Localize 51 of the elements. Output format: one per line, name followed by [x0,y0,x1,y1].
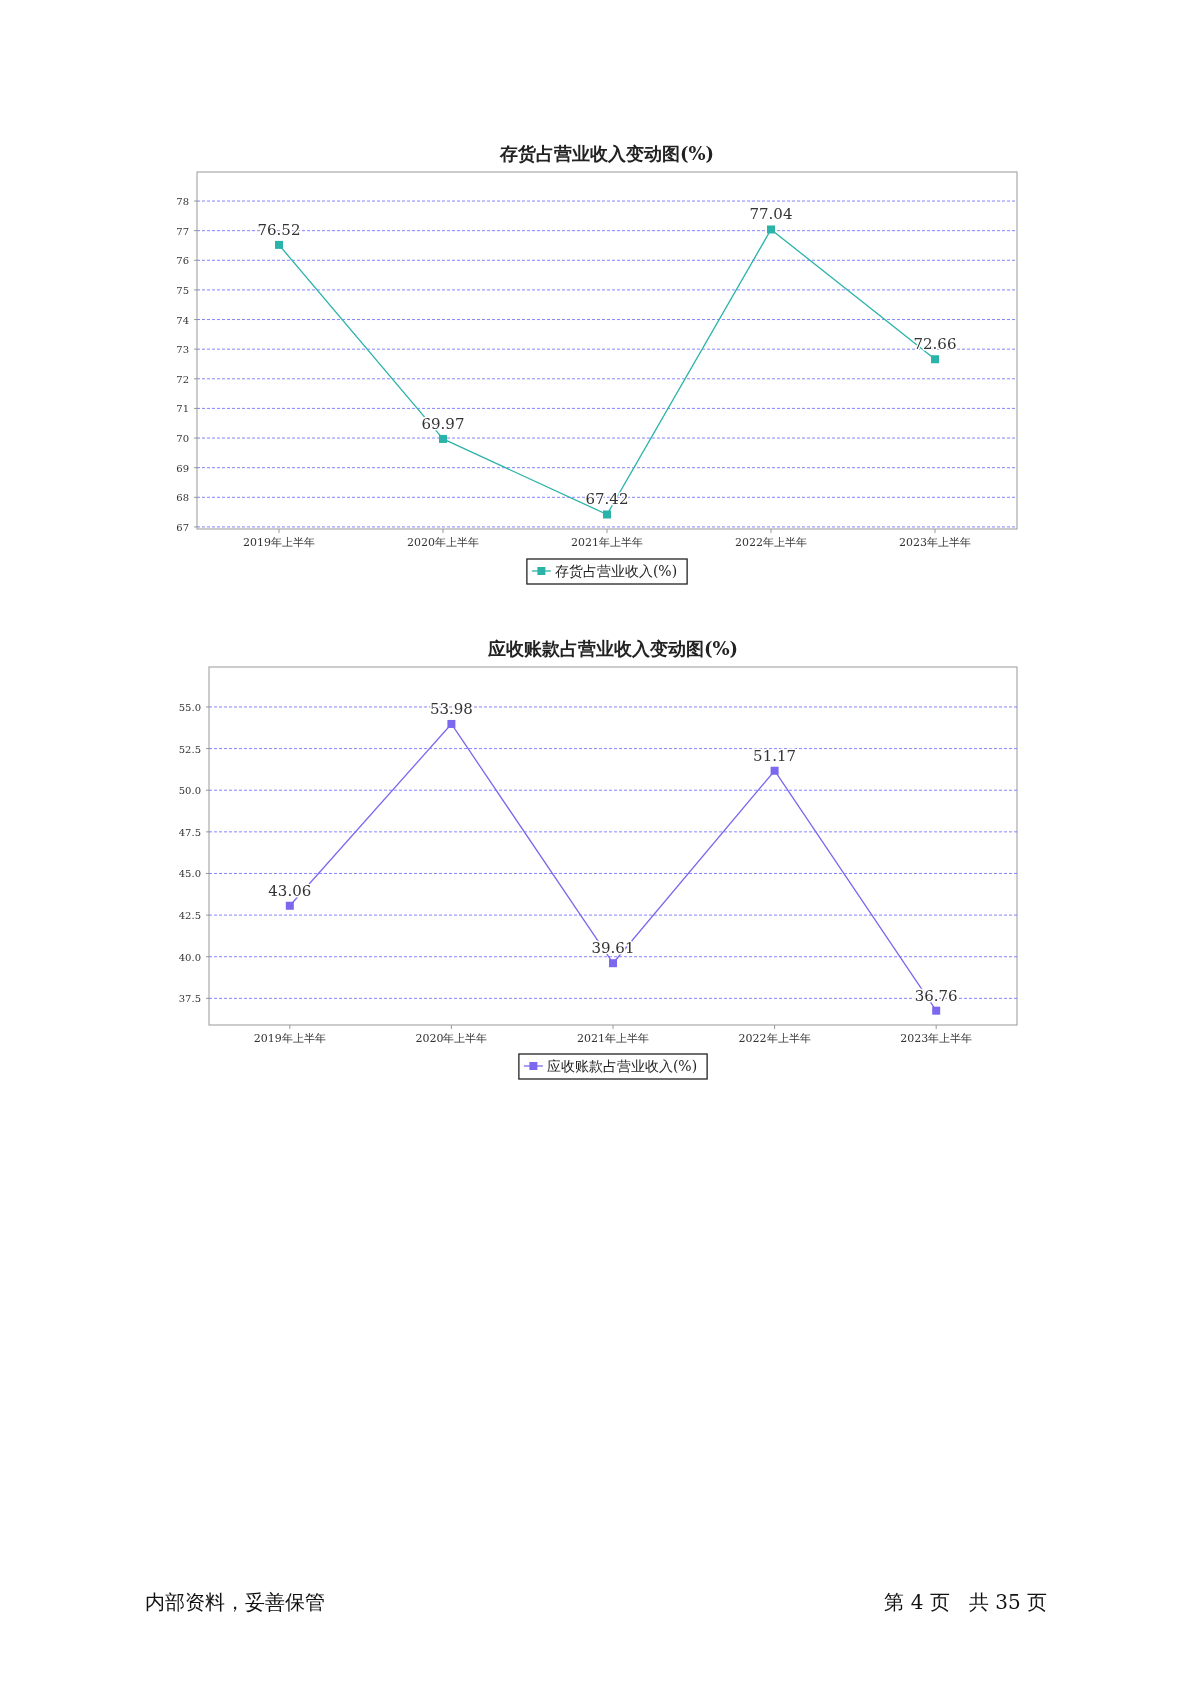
point [931,355,939,364]
y-tick-label: 74 [176,314,189,326]
y-tick-label: 77 [176,225,189,237]
point [770,766,779,775]
x-tick-label: 2019年上半年 [243,536,315,549]
x-tick-label: 2021年上半年 [571,536,643,549]
point [275,240,283,249]
y-tick-label: 50.0 [178,785,201,797]
data-label: 76.52 [257,220,301,239]
chart-title: 应收账款占营业收入变动图(%) [486,638,739,659]
x-tick-label: 2022年上半年 [735,536,807,549]
point [439,434,447,443]
data-label: 51.17 [753,746,797,765]
y-tick-label: 68 [176,492,189,504]
y-tick-label: 67 [176,521,189,533]
x-tick-label: 2021年上半年 [577,1032,649,1045]
y-tick-label: 40.0 [178,951,201,963]
y-tick-label: 47.5 [178,826,201,838]
point [447,719,456,728]
data-label: 53.98 [429,699,473,718]
y-tick-label: 55.0 [178,701,201,713]
y-tick-label: 76 [176,255,189,267]
point [932,1006,941,1015]
legend-label: 应收账款占营业收入(%) [546,1058,698,1074]
x-tick-label: 2019年上半年 [253,1032,326,1045]
y-tick-label: 75 [176,284,189,296]
y-tick-label: 45.0 [178,868,201,880]
x-tick-label: 2023年上半年 [899,536,971,549]
y-tick-label: 73 [176,344,189,356]
point [603,510,611,519]
point [285,901,294,910]
data-label: 72.66 [913,335,957,354]
y-tick-label: 69 [176,462,189,474]
y-tick-label: 71 [176,403,189,415]
y-tick-label: 70 [176,433,189,445]
text: 内部资料，妥善保管 [145,1590,325,1614]
x-tick-label: 2022年上半年 [738,1032,811,1045]
chart-title: 存货占营业收入变动图(%) [498,143,715,164]
data-label: 77.04 [749,205,793,224]
x-tick-label: 2023年上半年 [900,1032,973,1045]
x-tick-label: 2020年上半年 [407,536,479,549]
legend-label: 存货占营业收入(%) [554,563,678,579]
y-tick-label: 52.5 [178,743,201,755]
x-tick-label: 2020年上半年 [415,1032,488,1045]
point [767,225,775,234]
y-tick-label: 72 [176,373,189,385]
y-tick-label: 37.5 [178,993,201,1005]
point [609,959,617,968]
text: 第 4 页 共 35 页 [884,1590,1047,1614]
y-tick-label: 78 [176,196,189,208]
y-tick-label: 42.5 [178,910,201,922]
